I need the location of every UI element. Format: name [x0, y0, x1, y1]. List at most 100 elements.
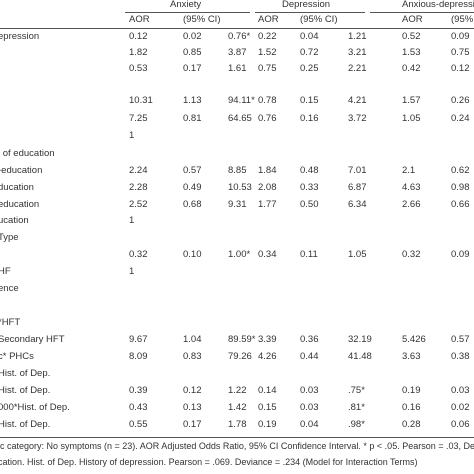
cell: 0.22: [258, 31, 277, 42]
cell: 1: [129, 215, 135, 226]
row-label: HF: [0, 266, 11, 277]
cell: 1.42: [228, 402, 247, 413]
cell: 1.84: [258, 165, 277, 176]
cell: 9.31: [228, 199, 247, 210]
cell: 3.21: [348, 47, 367, 58]
cell: 94.11*: [228, 95, 255, 106]
cell: 0.15: [300, 95, 319, 106]
cell: 0.03: [300, 402, 319, 413]
cell: 3.39: [258, 334, 277, 345]
group-rule: [125, 12, 250, 13]
cell: 0.76: [258, 113, 277, 124]
cell: 3.63: [402, 351, 421, 362]
cell: 0.13: [183, 402, 202, 413]
cell: 0.17: [183, 419, 202, 430]
cell: 0.52: [402, 31, 421, 42]
cell: 2.24: [129, 165, 148, 176]
cell: 4.26: [258, 351, 277, 362]
cell: 0.16: [300, 113, 319, 124]
row-label: Hist. of Dep.: [0, 419, 51, 430]
cell: 0.32: [402, 249, 421, 260]
cell: 0.14: [258, 385, 277, 396]
group-header: Depression: [282, 0, 331, 10]
cell: 10.31: [129, 95, 153, 106]
cell: 0.85: [183, 47, 202, 58]
cell: .75*: [348, 385, 365, 396]
cell: 4.21: [348, 95, 367, 106]
cell: 0.02: [451, 402, 470, 413]
cell: 1.05: [348, 249, 367, 260]
header-rule: [0, 28, 474, 29]
cell: 1: [129, 130, 135, 141]
cell: 2.28: [129, 182, 148, 193]
cell: 0.15: [258, 402, 277, 413]
cell: 0.19: [402, 385, 421, 396]
row-label: ence: [0, 283, 19, 294]
cell: 0.33: [300, 182, 319, 193]
cell: 2.08: [258, 182, 277, 193]
column-header: AOR: [402, 14, 423, 25]
row-label: Type: [0, 232, 19, 243]
cell: 0.76*: [228, 31, 251, 42]
cell: 0.44: [300, 351, 319, 362]
row-label: education: [0, 199, 40, 210]
cell: 32.19: [348, 334, 372, 345]
cell: 3.72: [348, 113, 367, 124]
cell: 0.39: [129, 385, 148, 396]
footnote: ic category: No symptoms (n = 23). AOR A…: [0, 441, 474, 451]
cell: 3.87: [228, 47, 247, 58]
cell: 0.19: [258, 419, 277, 430]
cell: 0.81: [183, 113, 202, 124]
cell: 0.32: [129, 249, 148, 260]
cell: 89.59*: [228, 334, 256, 345]
row-label: epression: [0, 31, 40, 42]
cell: 1.53: [402, 47, 421, 58]
cell: 0.11: [300, 249, 318, 260]
cell: 1.21: [348, 31, 367, 42]
cell: 1.00*: [228, 249, 251, 260]
cell: 1: [129, 266, 135, 277]
cell: 0.75: [258, 63, 277, 74]
cell: 1.22: [228, 385, 247, 396]
column-header: AOR: [129, 14, 150, 25]
row-label: ducation: [0, 182, 34, 193]
cell: 0.03: [451, 385, 470, 396]
cell: 0.55: [129, 419, 148, 430]
column-header: (95% C: [451, 14, 474, 25]
cell: 1.13: [183, 95, 202, 106]
cell: 0.36: [300, 334, 319, 345]
row-label: ucation: [0, 215, 29, 226]
cell: 1.77: [258, 199, 277, 210]
cell: 0.12: [129, 31, 148, 42]
cell: 0.25: [300, 63, 319, 74]
cell: 6.87: [348, 182, 367, 193]
cell: 9.67: [129, 334, 148, 345]
cell: 2.66: [402, 199, 421, 210]
cell: 8.85: [228, 165, 247, 176]
cell: 0.04: [300, 31, 319, 42]
row-label: 000*Hist. of Dep.: [0, 402, 70, 413]
row-label: c* PHCs: [0, 351, 34, 362]
cell: 0.28: [402, 419, 421, 430]
group-rule: [370, 12, 474, 13]
cell: 7.25: [129, 113, 148, 124]
cell: 4.63: [402, 182, 421, 193]
cell: 10.53: [228, 182, 252, 193]
cell: 0.98: [451, 182, 470, 193]
row-label: *HFT: [0, 317, 21, 328]
cell: 64.65: [228, 113, 252, 124]
cell: 1.05: [402, 113, 421, 124]
cell: 0.50: [300, 199, 319, 210]
cell: .81*: [348, 402, 365, 413]
cell: 0.04: [300, 419, 319, 430]
row-label: Hist. of Dep.: [0, 368, 51, 379]
cell: 1.57: [402, 95, 421, 106]
column-header: (95% CI): [300, 14, 338, 25]
cell: 2.21: [348, 63, 367, 74]
cell: 0.49: [183, 182, 202, 193]
group-header: Anxiety: [170, 0, 202, 10]
cell: 0.42: [402, 63, 421, 74]
cell: 1.52: [258, 47, 277, 58]
cell: 0.72: [300, 47, 319, 58]
cell: 2.1: [402, 165, 416, 176]
